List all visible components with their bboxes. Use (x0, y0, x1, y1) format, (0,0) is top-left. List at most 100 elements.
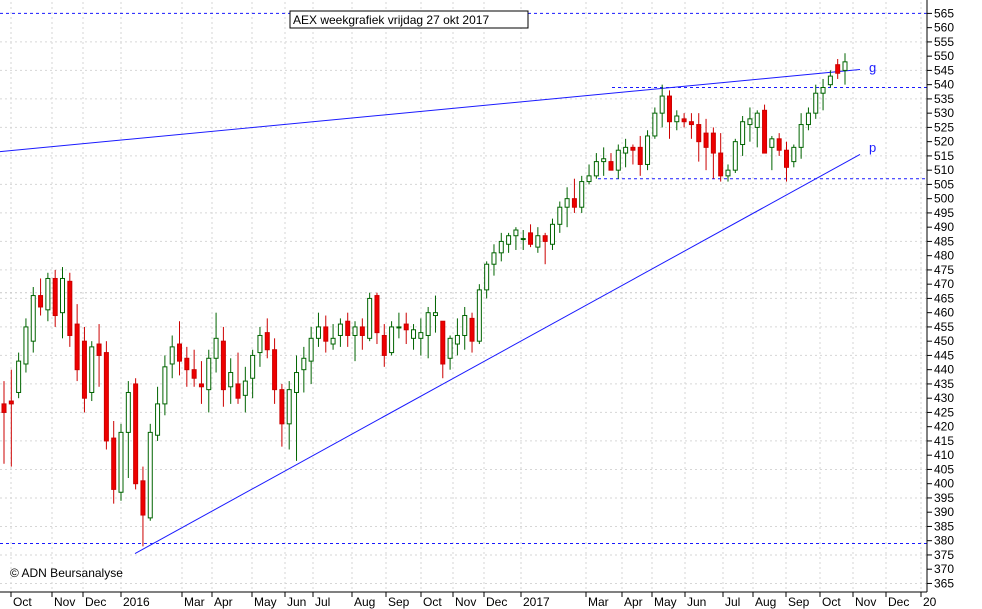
candle (762, 104, 768, 154)
y-tick-label: 450 (934, 334, 954, 348)
candle (725, 164, 731, 182)
candle-body-up (213, 337, 219, 359)
x-tick-label: Aug (755, 595, 776, 609)
candle (403, 312, 409, 345)
y-tick-label: 520 (934, 135, 954, 149)
candle (220, 326, 226, 407)
candle-body-down (38, 295, 44, 308)
y-tick-label: 525 (934, 120, 954, 134)
candle-body-up (659, 95, 665, 114)
candle (798, 113, 804, 159)
x-tick-label: Apr (624, 595, 643, 609)
candle (535, 227, 541, 253)
candle-body-up (747, 118, 753, 126)
candle-body-down (103, 352, 109, 442)
candle-body-up (308, 337, 314, 362)
candle (476, 284, 482, 345)
candle (813, 84, 819, 119)
y-tick-label: 545 (934, 63, 954, 77)
y-tick-label: 370 (934, 562, 954, 576)
candle (67, 272, 73, 347)
x-tick-label: Oct (822, 595, 841, 609)
candle-body-up (454, 334, 460, 345)
candle (747, 107, 753, 142)
candle-body-down (235, 383, 241, 399)
candle-body-up (652, 112, 658, 137)
candle-body-up (315, 326, 321, 339)
candle (169, 335, 175, 379)
candle-body-down (710, 132, 716, 154)
y-tick-label: 440 (934, 363, 954, 377)
candle (659, 84, 665, 128)
candle-body-down (381, 334, 387, 356)
y-tick-label: 460 (934, 306, 954, 320)
candle (16, 352, 22, 399)
candle (23, 318, 29, 373)
candle (228, 358, 234, 404)
candle-body-up (601, 158, 607, 163)
candle-body-up (147, 431, 153, 519)
candle (520, 230, 526, 250)
candle (198, 361, 204, 404)
candle-body-down (81, 340, 87, 399)
candle (732, 138, 738, 174)
candle-body-up (228, 372, 234, 388)
candle-body-down (571, 198, 577, 208)
candle (242, 366, 248, 413)
candle (842, 53, 848, 85)
candle-body-up (520, 238, 526, 241)
candle (301, 346, 307, 393)
candle (637, 135, 643, 176)
candle-body-up (432, 312, 438, 317)
x-tick-label: Sep (388, 595, 410, 609)
candle-body-up (732, 141, 738, 171)
x-tick-label: 2016 (123, 595, 150, 609)
candle-body-up (45, 277, 51, 311)
chart-title: AEX weekgrafiek vrijdag 27 okt 2017 (293, 13, 489, 27)
candle (177, 321, 183, 376)
candle (623, 138, 629, 168)
candle-body-up (242, 380, 248, 396)
candle (352, 321, 358, 362)
candle (213, 312, 219, 373)
x-tick-label: May (654, 595, 677, 609)
candle (703, 118, 709, 171)
y-tick-label: 435 (934, 377, 954, 391)
candle (367, 292, 373, 342)
y-tick-label: 375 (934, 548, 954, 562)
candle-body-down (528, 232, 534, 245)
candle (447, 335, 453, 370)
candle-body-up (805, 112, 811, 126)
y-tick-label: 455 (934, 320, 954, 334)
y-tick-label: 470 (934, 277, 954, 291)
candle (191, 349, 197, 387)
y-tick-label: 565 (934, 6, 954, 20)
candle (8, 369, 14, 467)
candle (462, 306, 468, 350)
x-tick-labels: Oct Nov Dec 2016 Mar Apr May Jun Jul Aug Sep Oct Nov… (13, 595, 937, 609)
candle (337, 318, 343, 347)
candle (315, 312, 321, 347)
candle (1, 381, 7, 464)
candle (133, 378, 139, 490)
x-tick-label: Dec (486, 595, 507, 609)
candle (513, 227, 519, 250)
candle (125, 381, 131, 478)
y-tick-label: 390 (934, 505, 954, 519)
candle (38, 278, 44, 316)
candle (688, 113, 694, 139)
candle-body-up (820, 87, 826, 94)
candle (571, 178, 577, 213)
trendlines (0, 69, 861, 554)
y-tick-label: 425 (934, 405, 954, 419)
y-tick-label: 550 (934, 49, 954, 63)
candle-body-up (476, 289, 482, 342)
candle-body-up (506, 235, 512, 245)
candle-body-down (345, 320, 351, 336)
candle (681, 113, 687, 128)
candle (235, 352, 241, 404)
candle-body-up (418, 332, 424, 339)
candle (827, 70, 833, 88)
x-tick-label: Mar (184, 595, 205, 609)
candle (286, 381, 292, 450)
